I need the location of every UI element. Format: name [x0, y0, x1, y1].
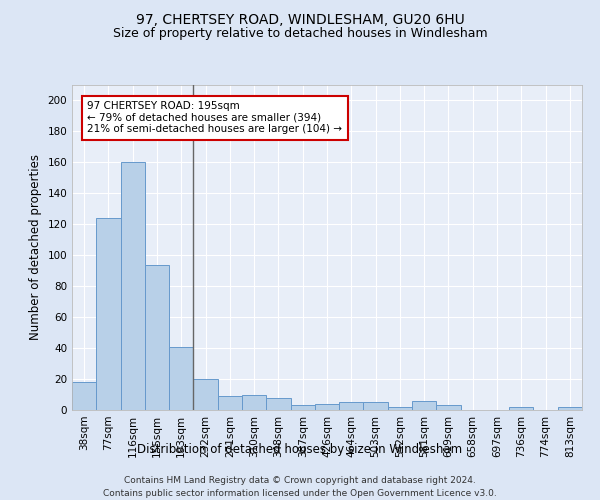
- Bar: [218, 396, 242, 410]
- Bar: [339, 402, 364, 410]
- Text: Distribution of detached houses by size in Windlesham: Distribution of detached houses by size …: [137, 442, 463, 456]
- Bar: [290, 406, 315, 410]
- Text: Size of property relative to detached houses in Windlesham: Size of property relative to detached ho…: [113, 28, 487, 40]
- Y-axis label: Number of detached properties: Number of detached properties: [29, 154, 42, 340]
- Bar: [96, 218, 121, 410]
- Text: Contains public sector information licensed under the Open Government Licence v3: Contains public sector information licen…: [103, 489, 497, 498]
- Bar: [193, 379, 218, 410]
- Bar: [509, 407, 533, 410]
- Bar: [388, 407, 412, 410]
- Bar: [364, 402, 388, 410]
- Text: 97 CHERTSEY ROAD: 195sqm
← 79% of detached houses are smaller (394)
21% of semi-: 97 CHERTSEY ROAD: 195sqm ← 79% of detach…: [88, 101, 342, 134]
- Bar: [121, 162, 145, 410]
- Bar: [145, 264, 169, 410]
- Bar: [558, 407, 582, 410]
- Bar: [436, 406, 461, 410]
- Bar: [412, 400, 436, 410]
- Bar: [169, 346, 193, 410]
- Text: 97, CHERTSEY ROAD, WINDLESHAM, GU20 6HU: 97, CHERTSEY ROAD, WINDLESHAM, GU20 6HU: [136, 12, 464, 26]
- Bar: [242, 394, 266, 410]
- Text: Contains HM Land Registry data © Crown copyright and database right 2024.: Contains HM Land Registry data © Crown c…: [124, 476, 476, 485]
- Bar: [266, 398, 290, 410]
- Bar: [315, 404, 339, 410]
- Bar: [72, 382, 96, 410]
